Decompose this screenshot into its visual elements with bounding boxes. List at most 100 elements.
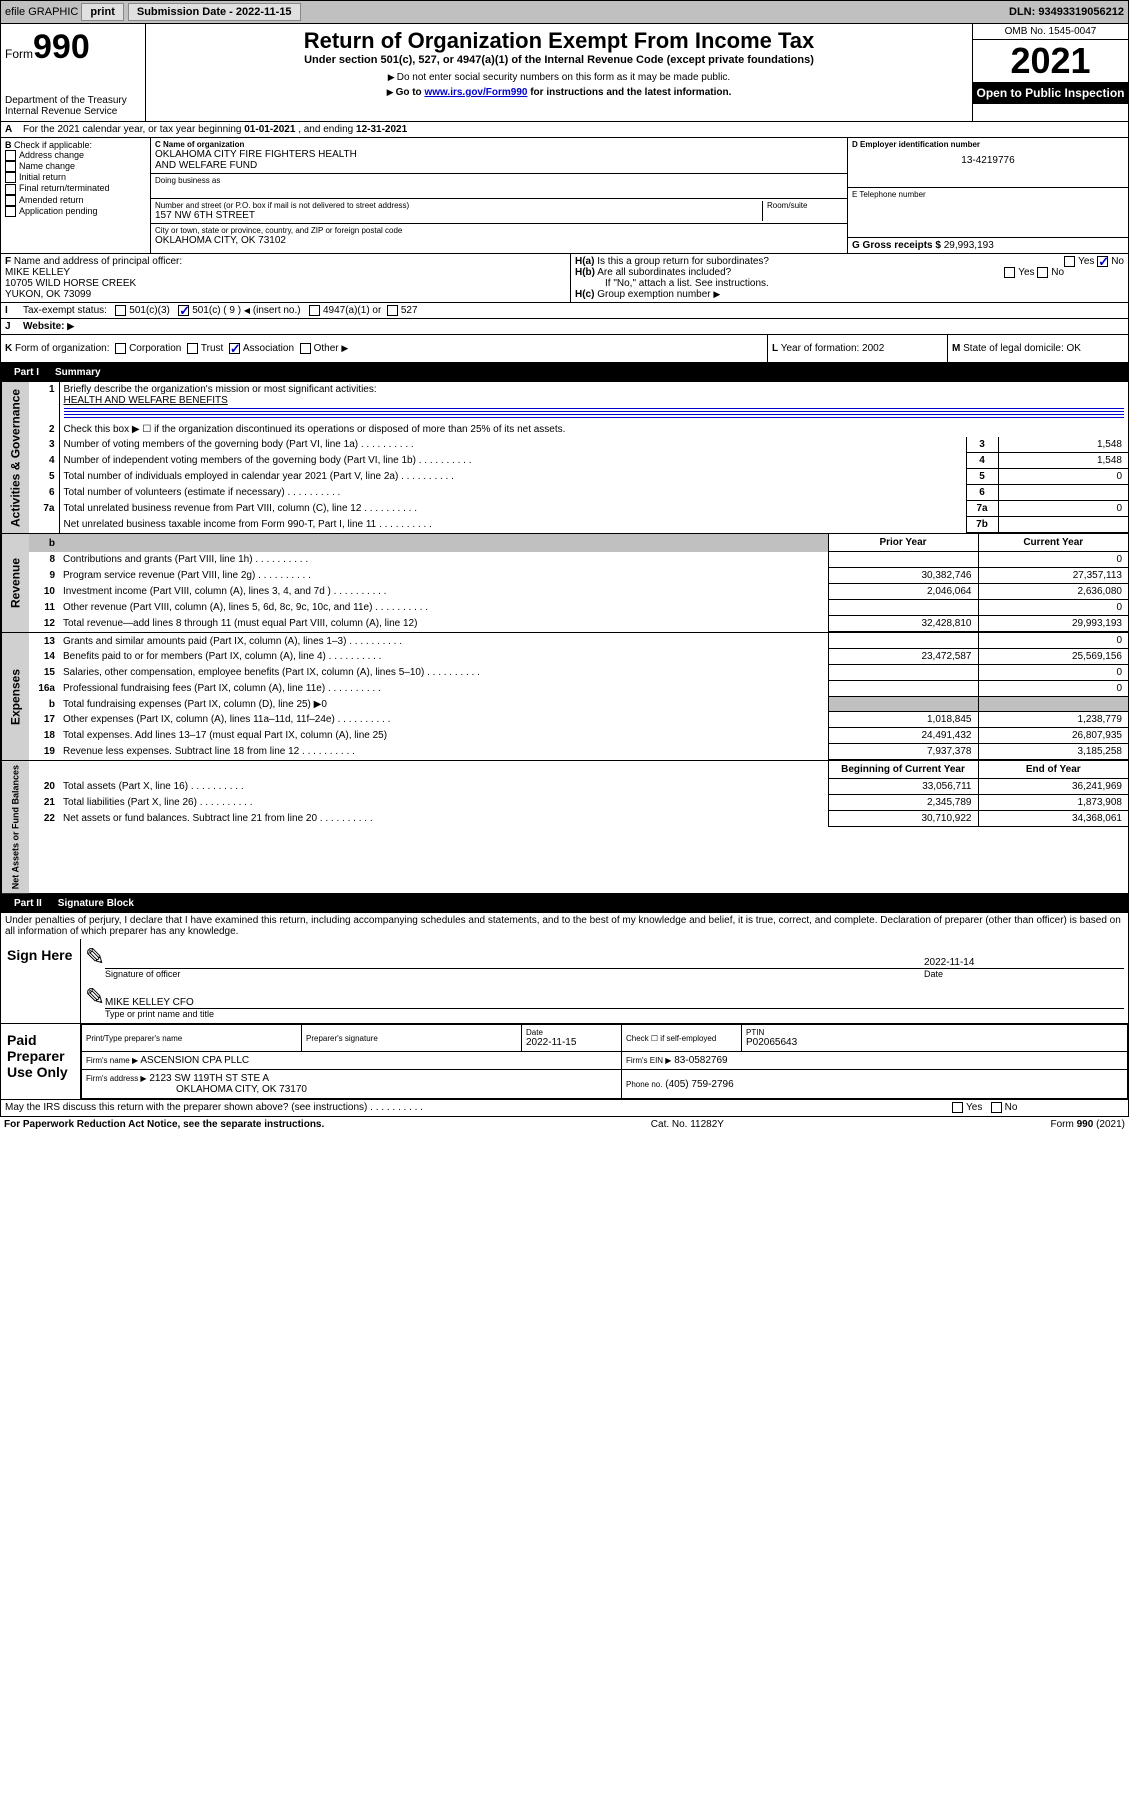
other-checkbox[interactable]: [300, 343, 311, 354]
row-curr: 27,357,113: [978, 568, 1128, 584]
goto-link[interactable]: www.irs.gov/Form990: [424, 87, 527, 98]
firm-ein-label: Firm's EIN ▶: [626, 1056, 671, 1065]
row-box: 4: [966, 453, 998, 469]
row-curr: 25,569,156: [978, 649, 1128, 665]
row-num: 9: [29, 568, 59, 584]
ha-label: H(a): [575, 256, 594, 267]
beginning-year-header: Beginning of Current Year: [828, 761, 978, 779]
address-change-checkbox[interactable]: [5, 150, 16, 161]
name-change-checkbox[interactable]: [5, 161, 16, 172]
ha-no-checkbox[interactable]: [1097, 256, 1108, 267]
tax-year: 2021: [973, 40, 1128, 82]
section-j-label: J: [1, 319, 19, 334]
row-desc: Salaries, other compensation, employee b…: [59, 665, 828, 681]
ptin-label: PTIN: [746, 1028, 1123, 1037]
row-val: [998, 517, 1128, 533]
discuss-text: May the IRS discuss this return with the…: [5, 1102, 367, 1113]
org-name-2: AND WELFARE FUND: [155, 160, 843, 171]
table-row: Net unrelated business taxable income fr…: [29, 517, 1128, 533]
table-row: 7aTotal unrelated business revenue from …: [29, 501, 1128, 517]
section-j-row: J Website:: [0, 319, 1129, 335]
row-prior: [828, 552, 978, 568]
submission-date-button[interactable]: Submission Date - 2022-11-15: [128, 3, 301, 21]
firm-name-label: Firm's name ▶: [86, 1056, 138, 1065]
netassets-vert-label: Net Assets or Fund Balances: [1, 761, 29, 893]
row-num: 10: [29, 584, 59, 600]
ha-yes-checkbox[interactable]: [1064, 256, 1075, 267]
row-curr: 0: [978, 633, 1128, 649]
501c3-checkbox[interactable]: [115, 305, 126, 316]
section-i-row: I Tax-exempt status: 501(c)(3) 501(c) ( …: [0, 303, 1129, 319]
table-row: 14Benefits paid to or for members (Part …: [29, 649, 1128, 665]
row-num: 21: [29, 795, 59, 811]
year-formation: Year of formation: 2002: [781, 343, 885, 354]
discuss-row: May the IRS discuss this return with the…: [0, 1100, 1129, 1116]
governance-vert-label: Activities & Governance: [1, 382, 29, 533]
row-num: 22: [29, 811, 59, 827]
section-b: B Check if applicable: Address change Na…: [1, 138, 151, 253]
discuss-yes-checkbox[interactable]: [952, 1102, 963, 1113]
row-num: 8: [29, 552, 59, 568]
ein-value: 13-4219776: [852, 155, 1124, 166]
street-address: 157 NW 6TH STREET: [155, 210, 762, 221]
hb-text: Are all subordinates included?: [597, 267, 731, 278]
gross-receipts-label: G Gross receipts $: [852, 240, 941, 251]
501c-checkbox[interactable]: [178, 305, 189, 316]
initial-return-checkbox[interactable]: [5, 172, 16, 183]
row-desc: Total revenue—add lines 8 through 11 (mu…: [59, 616, 828, 632]
table-row: bTotal fundraising expenses (Part IX, co…: [29, 697, 1128, 712]
part2-title: Signature Block: [58, 898, 134, 909]
city-label: City or town, state or province, country…: [155, 226, 843, 235]
4947-checkbox[interactable]: [309, 305, 320, 316]
goto-suffix: for instructions and the latest informat…: [527, 87, 731, 98]
row-desc: Benefits paid to or for members (Part IX…: [59, 649, 828, 665]
row-prior: [828, 665, 978, 681]
dln-label: DLN: 93493319056212: [1009, 6, 1124, 18]
row-box: 7a: [966, 501, 998, 517]
row-curr: 3,185,258: [978, 744, 1128, 760]
hb-yes-checkbox[interactable]: [1004, 267, 1015, 278]
section-d: D Employer identification number 13-4219…: [848, 138, 1128, 253]
amended-return-checkbox[interactable]: [5, 195, 16, 206]
row-desc: Program service revenue (Part VIII, line…: [59, 568, 828, 584]
governance-section: Activities & Governance 1 Briefly descri…: [0, 382, 1129, 534]
efile-label: efile GRAPHIC: [5, 6, 78, 18]
final-return-checkbox[interactable]: [5, 184, 16, 195]
sign-here-block: Sign Here ✎ 2022-11-14 Signature of offi…: [0, 939, 1129, 1024]
section-k-label: K: [5, 343, 12, 354]
corporation-label: Corporation: [129, 343, 181, 354]
dept-label: Department of the Treasury: [5, 95, 141, 106]
hb-no-checkbox[interactable]: [1037, 267, 1048, 278]
association-checkbox[interactable]: [229, 343, 240, 354]
form-org-label: Form of organization:: [15, 343, 110, 354]
sign-date: 2022-11-14: [924, 957, 1124, 968]
row-prior: 7,937,378: [828, 744, 978, 760]
section-l-label: L: [772, 343, 778, 354]
application-pending-checkbox[interactable]: [5, 206, 16, 217]
row-val: 1,548: [998, 437, 1128, 453]
line-a-text: For the 2021 calendar year, or tax year …: [19, 122, 411, 137]
prior-year-header: Prior Year: [828, 534, 978, 552]
final-return-label: Final return/terminated: [19, 183, 110, 193]
row-num: 17: [29, 712, 59, 728]
hb-label: H(b): [575, 267, 595, 278]
print-button[interactable]: print: [81, 3, 123, 21]
page-footer: For Paperwork Reduction Act Notice, see …: [0, 1117, 1129, 1132]
discuss-no-label: No: [1005, 1103, 1018, 1114]
table-row: 22Net assets or fund balances. Subtract …: [29, 811, 1128, 827]
line-a-mid: , and ending: [298, 124, 356, 135]
row-prior: 24,491,432: [828, 728, 978, 744]
amended-return-label: Amended return: [19, 195, 84, 205]
corporation-checkbox[interactable]: [115, 343, 126, 354]
preparer-name-label: Print/Type preparer's name: [86, 1034, 297, 1043]
discuss-no-checkbox[interactable]: [991, 1102, 1002, 1113]
revenue-vert-label: Revenue: [1, 534, 29, 632]
phone-value: (405) 759-2796: [665, 1079, 733, 1090]
section-b-check-label: Check if applicable:: [14, 140, 92, 150]
row-curr-shaded: [978, 697, 1128, 712]
527-label: 527: [401, 305, 418, 316]
row-curr: 1,873,908: [978, 795, 1128, 811]
trust-checkbox[interactable]: [187, 343, 198, 354]
527-checkbox[interactable]: [387, 305, 398, 316]
fh-block: F Name and address of principal officer:…: [0, 254, 1129, 303]
